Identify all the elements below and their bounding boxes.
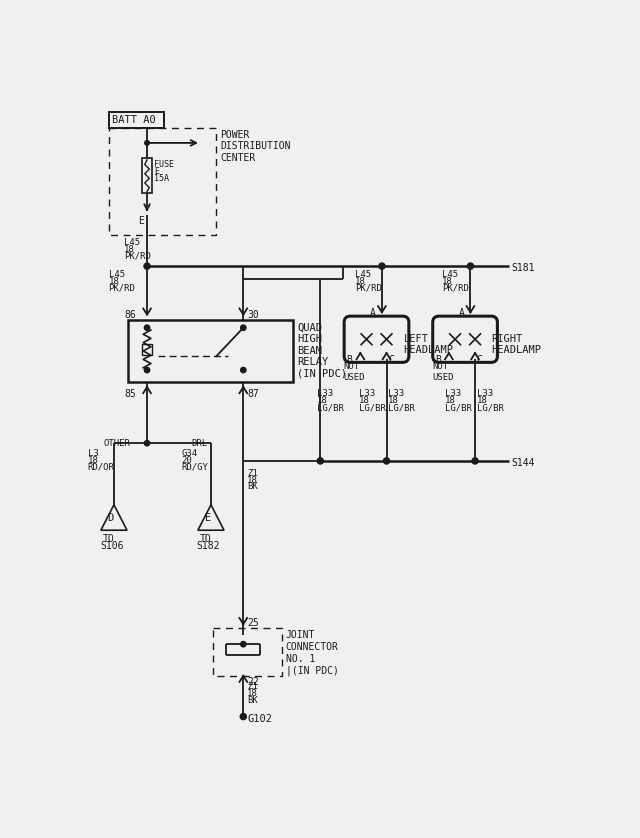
Text: G102: G102 bbox=[248, 714, 273, 724]
Text: PK/RD: PK/RD bbox=[109, 284, 136, 292]
Bar bbox=[109, 127, 216, 235]
Text: L45: L45 bbox=[124, 238, 140, 246]
Text: TO: TO bbox=[200, 534, 211, 544]
Text: S144: S144 bbox=[511, 458, 535, 468]
Text: LG/BR: LG/BR bbox=[477, 403, 504, 412]
Text: 18: 18 bbox=[247, 475, 258, 484]
Bar bbox=[109, 112, 164, 127]
Text: QUAD
HIGH
BEAM
RELAY
(IN PDC): QUAD HIGH BEAM RELAY (IN PDC) bbox=[297, 323, 348, 379]
Circle shape bbox=[472, 458, 478, 464]
Text: NOT
USED: NOT USED bbox=[432, 362, 454, 382]
Text: 18: 18 bbox=[477, 396, 488, 406]
Text: 18: 18 bbox=[388, 396, 399, 406]
Text: 18: 18 bbox=[88, 456, 99, 464]
Circle shape bbox=[240, 713, 246, 720]
Text: RD/OR: RD/OR bbox=[88, 463, 115, 472]
Text: L33: L33 bbox=[359, 390, 375, 398]
Text: Z1: Z1 bbox=[247, 682, 258, 691]
Bar bbox=[141, 344, 152, 355]
Text: B: B bbox=[435, 354, 441, 365]
Text: E: E bbox=[154, 167, 159, 176]
Text: PK/RD: PK/RD bbox=[124, 251, 151, 261]
Text: LEFT
HEADLAMP: LEFT HEADLAMP bbox=[403, 334, 454, 355]
Circle shape bbox=[144, 263, 150, 269]
Text: LG/BR: LG/BR bbox=[388, 403, 415, 412]
Text: LG/BR: LG/BR bbox=[359, 403, 386, 412]
Text: C: C bbox=[388, 354, 394, 365]
Text: 86: 86 bbox=[124, 310, 136, 320]
Text: L33: L33 bbox=[477, 390, 493, 398]
Circle shape bbox=[145, 325, 150, 330]
Circle shape bbox=[241, 641, 246, 647]
Text: 25: 25 bbox=[247, 618, 259, 628]
Text: L45: L45 bbox=[355, 270, 371, 279]
Circle shape bbox=[145, 367, 150, 373]
Text: D: D bbox=[108, 514, 114, 523]
Text: 18: 18 bbox=[317, 396, 328, 406]
Text: PK/RD: PK/RD bbox=[355, 284, 382, 292]
Text: FUSE: FUSE bbox=[154, 160, 174, 168]
Text: C: C bbox=[477, 354, 483, 365]
Text: 18: 18 bbox=[445, 396, 456, 406]
Text: RD/GY: RD/GY bbox=[182, 463, 209, 472]
Bar bbox=[141, 158, 152, 193]
Text: 18: 18 bbox=[109, 277, 119, 286]
Text: L33: L33 bbox=[388, 390, 404, 398]
Text: 18: 18 bbox=[442, 277, 452, 286]
Text: 18: 18 bbox=[359, 396, 369, 406]
Text: JOINT
CONNECTOR
NO. 1
|(IN PDC): JOINT CONNECTOR NO. 1 |(IN PDC) bbox=[285, 630, 339, 675]
Text: E: E bbox=[205, 514, 211, 523]
Text: 18: 18 bbox=[355, 277, 365, 286]
Circle shape bbox=[383, 458, 390, 464]
Text: 15A: 15A bbox=[154, 173, 169, 183]
Text: S182: S182 bbox=[196, 541, 220, 551]
Text: A: A bbox=[369, 308, 376, 318]
Text: BK: BK bbox=[247, 483, 258, 491]
Text: B: B bbox=[346, 354, 353, 365]
Text: S106: S106 bbox=[100, 541, 124, 551]
Text: BK: BK bbox=[247, 696, 258, 705]
Text: PK/RD: PK/RD bbox=[442, 284, 469, 292]
Text: NOT
USED: NOT USED bbox=[344, 362, 365, 382]
Circle shape bbox=[317, 458, 323, 464]
Text: L45: L45 bbox=[109, 270, 125, 279]
Text: G34: G34 bbox=[182, 448, 198, 458]
Text: Z1: Z1 bbox=[247, 468, 258, 478]
Text: BATT A0: BATT A0 bbox=[113, 115, 156, 125]
Text: L33: L33 bbox=[445, 390, 461, 398]
Bar bbox=[212, 628, 282, 675]
Circle shape bbox=[145, 141, 149, 145]
Text: DRL: DRL bbox=[191, 439, 207, 448]
Circle shape bbox=[379, 263, 385, 269]
Circle shape bbox=[145, 441, 150, 446]
Text: OTHER: OTHER bbox=[103, 439, 130, 448]
Text: LG/BR: LG/BR bbox=[317, 403, 344, 412]
Text: S181: S181 bbox=[511, 263, 535, 273]
Circle shape bbox=[241, 367, 246, 373]
Text: 20: 20 bbox=[182, 456, 193, 464]
Circle shape bbox=[241, 325, 246, 330]
Bar bbox=[128, 320, 293, 381]
Text: 30: 30 bbox=[247, 310, 259, 320]
Text: L45: L45 bbox=[442, 270, 458, 279]
Text: 87: 87 bbox=[247, 389, 259, 399]
Text: 22: 22 bbox=[247, 676, 259, 686]
Text: L3: L3 bbox=[88, 448, 99, 458]
Text: A: A bbox=[459, 308, 465, 318]
Text: L33: L33 bbox=[317, 390, 333, 398]
Text: E: E bbox=[139, 216, 145, 226]
Text: LG/BR: LG/BR bbox=[445, 403, 472, 412]
Text: 85: 85 bbox=[124, 389, 136, 399]
Text: 18: 18 bbox=[124, 245, 134, 254]
Text: RIGHT
HEADLAMP: RIGHT HEADLAMP bbox=[492, 334, 541, 355]
Text: TO: TO bbox=[103, 534, 115, 544]
Text: POWER
DISTRIBUTION
CENTER: POWER DISTRIBUTION CENTER bbox=[220, 130, 291, 163]
Text: 18: 18 bbox=[247, 689, 258, 698]
Circle shape bbox=[467, 263, 474, 269]
